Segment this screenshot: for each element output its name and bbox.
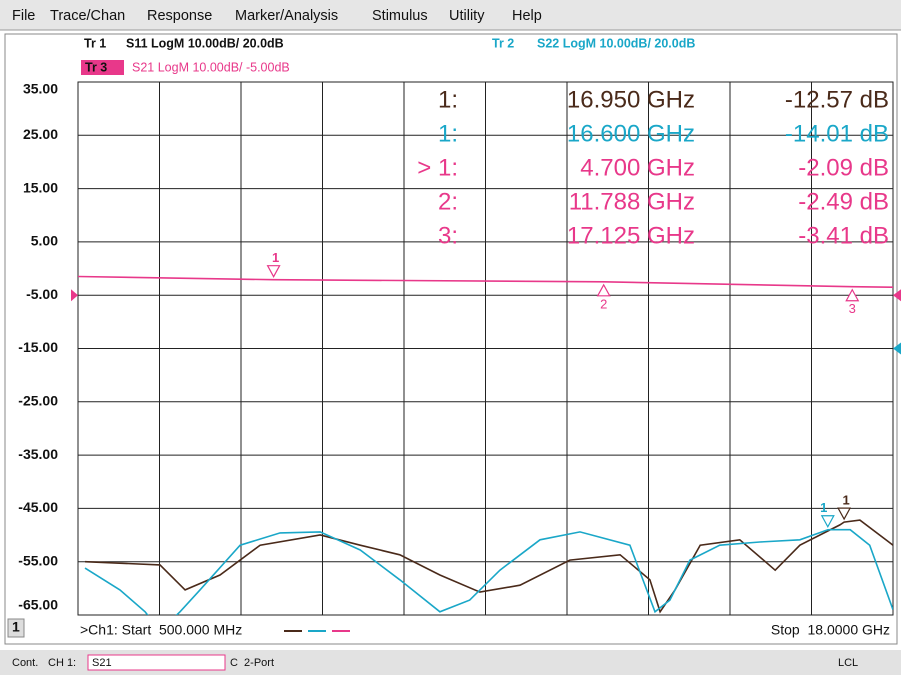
stop-frequency: Stop 18.0000 GHz — [771, 622, 890, 638]
y-tick-label: -15.00 — [18, 339, 58, 355]
marker-value: -2.49 dB — [798, 188, 889, 215]
marker-id: 1 — [842, 493, 849, 508]
trace — [78, 275, 893, 288]
ref-arrow — [893, 289, 901, 302]
y-tick-label: 35.00 — [23, 81, 58, 97]
status-param: S21 — [92, 657, 112, 669]
trace — [84, 519, 893, 614]
channel-number: 1 — [12, 619, 20, 635]
menu-bar — [0, 0, 901, 30]
menu-item[interactable]: Utility — [449, 8, 485, 24]
trace-tag[interactable]: Tr 3 — [85, 60, 107, 74]
ref-arrow — [71, 289, 78, 302]
y-tick-label: -25.00 — [18, 393, 58, 409]
y-tick-label: -35.00 — [18, 446, 58, 462]
y-tick-label: 5.00 — [31, 233, 58, 249]
status-cal: C 2-Port — [230, 657, 274, 669]
marker-id: 1 — [272, 250, 279, 265]
marker-frequency: 17.125 GHz — [567, 222, 695, 249]
y-tick-label: -45.00 — [18, 499, 58, 515]
marker-triangle — [596, 283, 611, 297]
param-box[interactable] — [87, 654, 226, 671]
start-frequency: >Ch1: Start 500.000 MHz — [80, 622, 242, 638]
marker-label: > 1: — [417, 154, 458, 181]
marker-id: 3 — [849, 301, 856, 316]
trace-label: S22 LogM 10.00dB/ 20.0dB — [537, 36, 695, 50]
active-trace-box — [81, 60, 124, 75]
ref-arrow — [893, 342, 901, 355]
marker-triangle — [820, 515, 835, 529]
marker-frequency: 4.700 GHz — [580, 154, 695, 181]
y-tick-label: -55.00 — [18, 552, 58, 568]
marker-frequency: 16.600 GHz — [567, 120, 695, 147]
trace-label: S21 LogM 10.00dB/ -5.00dB — [132, 60, 290, 74]
channel-box[interactable] — [7, 618, 25, 638]
marker-triangle — [845, 288, 860, 302]
y-tick-label: -65.00 — [18, 597, 58, 613]
menu-item[interactable]: Marker/Analysis — [235, 8, 338, 24]
marker-triangle — [837, 507, 852, 521]
marker-label: 1: — [438, 120, 458, 147]
trace-label: S11 LogM 10.00dB/ 20.0dB — [126, 36, 284, 50]
marker-id: 1 — [820, 500, 827, 515]
sweep-mode: Cont. — [12, 657, 38, 669]
trace-tag[interactable]: Tr 2 — [492, 36, 514, 50]
marker-label: 1: — [438, 86, 458, 113]
y-tick-label: 25.00 — [23, 126, 58, 142]
menu-item[interactable]: Help — [512, 8, 542, 24]
marker-label: 3: — [438, 222, 458, 249]
menu-item[interactable]: Trace/Chan — [50, 8, 125, 24]
marker-triangle — [266, 265, 281, 278]
status-channel: CH 1: — [48, 657, 76, 669]
status-lcl: LCL — [838, 657, 858, 669]
trace-tag[interactable]: Tr 1 — [84, 36, 106, 50]
y-tick-label: -5.00 — [26, 286, 58, 302]
marker-value: -14.01 dB — [785, 120, 889, 147]
menu-item[interactable]: File — [12, 8, 35, 24]
marker-frequency: 11.788 GHz — [569, 188, 695, 215]
marker-value: -3.41 dB — [798, 222, 889, 249]
menu-item[interactable]: Response — [147, 8, 212, 24]
display-frame — [4, 33, 898, 645]
marker-label: 2: — [438, 188, 458, 215]
marker-value: -2.09 dB — [798, 154, 889, 181]
marker-value: -12.57 dB — [785, 86, 889, 113]
y-tick-label: 15.00 — [23, 179, 58, 195]
trace — [84, 528, 893, 615]
menu-item[interactable]: Stimulus — [372, 8, 428, 24]
marker-id: 2 — [600, 296, 607, 311]
marker-frequency: 16.950 GHz — [567, 86, 695, 113]
